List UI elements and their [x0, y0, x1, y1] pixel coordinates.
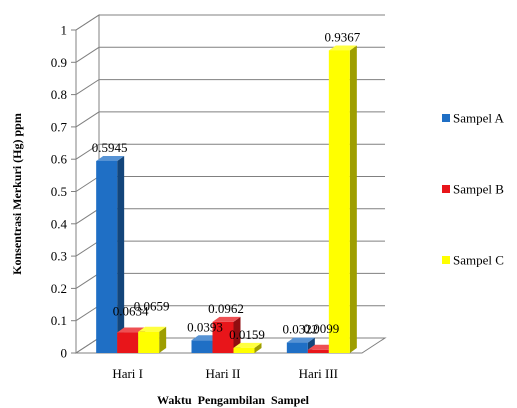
data-label: 0.0159 — [229, 327, 265, 342]
y-tick-label: 0.3 — [51, 249, 67, 264]
bar-front — [286, 342, 308, 353]
bar-side — [349, 45, 357, 354]
y-tick-label: 0.7 — [51, 119, 68, 134]
data-label: 0.5945 — [92, 140, 128, 155]
bar-front — [212, 321, 234, 353]
bar-front — [96, 160, 118, 353]
bars — [96, 45, 357, 354]
y-tick-label: 0.1 — [51, 313, 67, 328]
gridline — [75, 14, 385, 31]
bar-front — [138, 331, 160, 353]
bar-top — [96, 155, 125, 161]
data-label: 0.0659 — [134, 299, 170, 314]
y-tick-label: 0 — [61, 346, 68, 361]
bar-top — [138, 326, 167, 332]
legend-swatch — [442, 185, 450, 193]
bar-front — [117, 332, 139, 353]
bar-top — [286, 337, 315, 343]
y-tick-label: 0.6 — [51, 152, 68, 167]
bar-sampel-c-1 — [138, 326, 167, 353]
y-tick-label: 1 — [61, 23, 68, 38]
legend-label: Sampel B — [453, 182, 504, 197]
data-label: 0.0393 — [187, 319, 223, 334]
bar-front — [233, 347, 255, 353]
gridline — [75, 79, 385, 96]
bar-sampel-c-2 — [233, 342, 262, 353]
bar-top — [328, 45, 357, 51]
gridline — [75, 111, 385, 128]
bar-front — [328, 50, 350, 354]
bar-side — [233, 316, 241, 353]
x-tick-label: Hari I — [112, 366, 143, 381]
legend-swatch — [442, 256, 450, 264]
bar-side — [117, 155, 125, 353]
bar-top — [212, 316, 241, 322]
y-tick-label: 0.5 — [51, 184, 67, 199]
data-label: 0.0322 — [282, 322, 318, 337]
legend-label: Sampel A — [453, 111, 505, 126]
data-label: 0.9367 — [324, 29, 360, 44]
data-label: 0.0634 — [113, 304, 149, 319]
gridline — [75, 143, 385, 160]
bar-sampel-c-3 — [328, 45, 357, 354]
x-tick-label: Hari II — [205, 366, 240, 381]
legend: Sampel A Sampel B Sampel C — [442, 111, 505, 268]
bar-front — [307, 349, 329, 353]
gridline — [75, 46, 385, 63]
x-tick-labels: Hari I Hari II Hari III — [112, 366, 338, 381]
y-tick-label: 0.8 — [51, 87, 67, 102]
x-axis-title: Waktu Pengambilan Sampel — [157, 393, 310, 407]
y-tick-labels: 0 0.1 0.2 0.3 0.4 0.5 0.6 0.7 0.8 0.9 1 — [51, 23, 68, 361]
y-tick-label: 0.2 — [51, 281, 67, 296]
data-label: 0.0099 — [303, 321, 339, 336]
legend-label: Sampel C — [453, 253, 504, 268]
bar-front — [191, 340, 213, 353]
x-tick-label: Hari III — [299, 366, 338, 381]
y-tick-label: 0.9 — [51, 55, 67, 70]
data-label: 0.0962 — [208, 301, 244, 316]
bar-sampel-a-1 — [96, 155, 125, 353]
bar-sampel-b-2 — [212, 316, 241, 353]
bar-side — [254, 342, 262, 353]
bar-top — [117, 327, 146, 333]
bar-side — [159, 326, 167, 353]
y-axis-title: Konsentrasi Merkuri (Hg) ppm — [10, 113, 24, 275]
y-tick-label: 0.4 — [51, 216, 68, 231]
legend-swatch — [442, 114, 450, 122]
bar-top — [233, 342, 262, 348]
